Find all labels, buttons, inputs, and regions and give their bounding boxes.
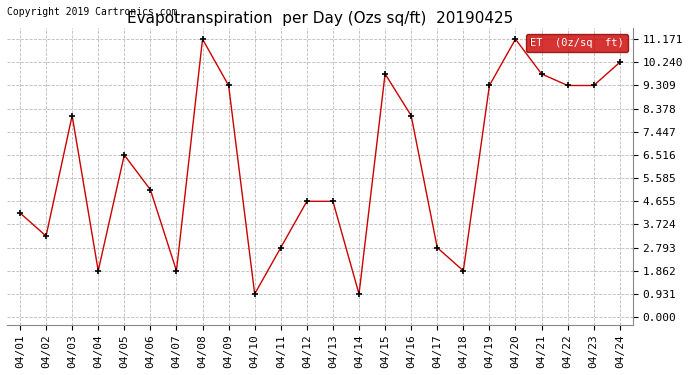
Text: Copyright 2019 Cartronics.com: Copyright 2019 Cartronics.com — [7, 7, 177, 16]
Legend: ET  (0z/sq  ft): ET (0z/sq ft) — [526, 34, 628, 52]
Title: Evapotranspiration  per Day (Ozs sq/ft)  20190425: Evapotranspiration per Day (Ozs sq/ft) 2… — [127, 11, 513, 26]
